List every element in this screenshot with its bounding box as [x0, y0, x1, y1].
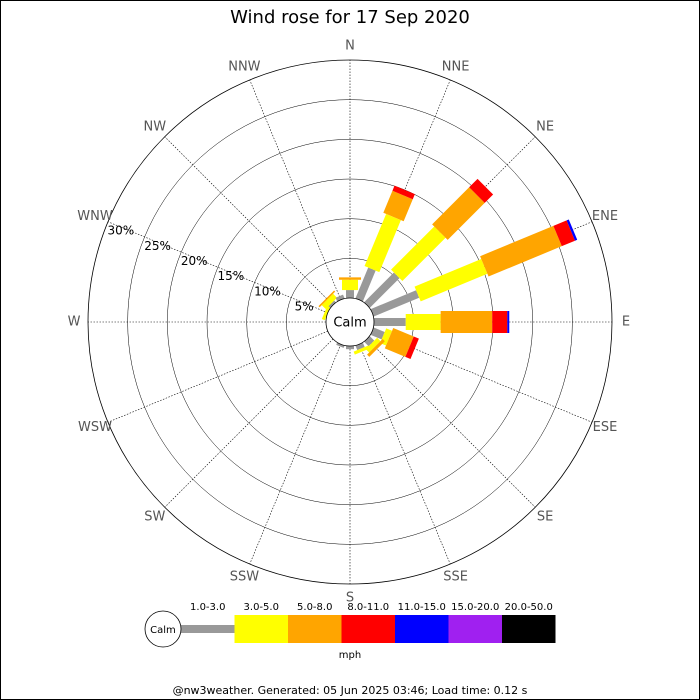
- direction-label: NW: [144, 119, 167, 134]
- bar-segment: [336, 342, 345, 348]
- spoke: [249, 79, 342, 300]
- bar-segment: [480, 225, 562, 277]
- bar-segment: [367, 339, 385, 357]
- ring-label: 15%: [217, 269, 244, 283]
- legend-swatch: [181, 625, 235, 633]
- bar-segment: [553, 220, 576, 247]
- legend-swatch: [502, 615, 556, 643]
- direction-label: SW: [144, 510, 165, 525]
- calm-circle: [325, 297, 375, 347]
- direction-label: WSW: [78, 420, 112, 435]
- bar-segment: [342, 279, 358, 291]
- legend-label: 5.0-8.0: [297, 602, 332, 613]
- legend-label: 11.0-15.0: [398, 602, 446, 613]
- bar-segment: [383, 190, 413, 222]
- direction-label: SSW: [230, 569, 260, 584]
- direction-label: S: [346, 591, 354, 606]
- bar-segment: [492, 311, 508, 333]
- legend-swatch: [448, 615, 502, 643]
- legend-swatch: [288, 615, 342, 643]
- bar-segment: [392, 185, 415, 200]
- bar-segment: [440, 311, 493, 333]
- bar-segment: [355, 342, 365, 351]
- direction-label: NE: [536, 119, 554, 134]
- direction-label: WNW: [77, 209, 113, 224]
- bar-segment: [321, 293, 338, 310]
- bar-segment: [370, 327, 385, 340]
- bar-segment: [321, 304, 331, 321]
- spoke: [164, 338, 334, 508]
- bar-segment: [346, 346, 354, 350]
- direction-label: SSE: [443, 569, 468, 584]
- bar-segment: [364, 213, 401, 273]
- bar-segment: [339, 277, 361, 280]
- bar-segment: [364, 336, 375, 347]
- ring-label: 10%: [254, 284, 281, 298]
- spoke: [164, 136, 334, 306]
- legend-label: 15.0-20.0: [451, 602, 499, 613]
- bar-segment: [355, 267, 376, 302]
- direction-label: N: [345, 39, 355, 54]
- bar-segment: [318, 290, 336, 308]
- spoke: [249, 344, 342, 565]
- ring-label: 25%: [144, 239, 171, 253]
- bar-segment: [328, 300, 336, 308]
- spoke: [358, 344, 451, 565]
- bar-segment: [566, 219, 578, 241]
- bar-segment: [405, 314, 441, 330]
- legend-swatch: [234, 615, 288, 643]
- chart-title: Wind rose for 17 Sep 2020: [230, 7, 470, 28]
- calm-label: Calm: [333, 316, 366, 331]
- legend-label: 3.0-5.0: [244, 602, 279, 613]
- spoke: [107, 221, 328, 314]
- bar-segment: [405, 336, 419, 359]
- bar-segment: [469, 178, 494, 203]
- bar-segment: [374, 318, 406, 326]
- direction-label: ESE: [593, 420, 618, 435]
- bar-segment: [353, 345, 370, 355]
- direction-label: ENE: [592, 209, 618, 224]
- legend-swatch: [341, 615, 395, 643]
- ring-label: 5%: [295, 299, 314, 313]
- legend-label: 1.0-3.0: [190, 602, 225, 613]
- ring-label: 20%: [181, 254, 208, 268]
- bar-segment: [391, 226, 446, 281]
- bar-segment: [346, 290, 354, 298]
- bar-segment: [432, 187, 485, 240]
- bar-segment: [384, 328, 414, 357]
- bar-segment: [414, 258, 488, 302]
- direction-label: NNW: [228, 60, 260, 75]
- direction-label: NNE: [442, 60, 470, 75]
- spoke: [107, 330, 328, 423]
- bar-segment: [370, 290, 420, 317]
- bar-segment: [335, 294, 345, 302]
- bar-segment: [507, 311, 510, 333]
- legend-label: 20.0-50.0: [505, 602, 553, 613]
- legend-calm-circle: [144, 610, 182, 648]
- bar-segment: [365, 337, 381, 353]
- direction-label: SE: [537, 510, 553, 525]
- spoke: [366, 338, 536, 508]
- unit-label: mph: [339, 650, 361, 661]
- legend-calm-label: Calm: [150, 625, 176, 636]
- ring-label: 30%: [108, 224, 135, 238]
- legend-swatch: [395, 615, 449, 643]
- direction-label: W: [68, 315, 81, 330]
- grid-ring: [167, 139, 533, 505]
- legend-label: 8.0-11.0: [347, 602, 389, 613]
- direction-label: E: [622, 315, 630, 330]
- bar-segment: [364, 272, 400, 308]
- footer: @nw3weather. Generated: 05 Jun 2025 03:4…: [173, 684, 528, 697]
